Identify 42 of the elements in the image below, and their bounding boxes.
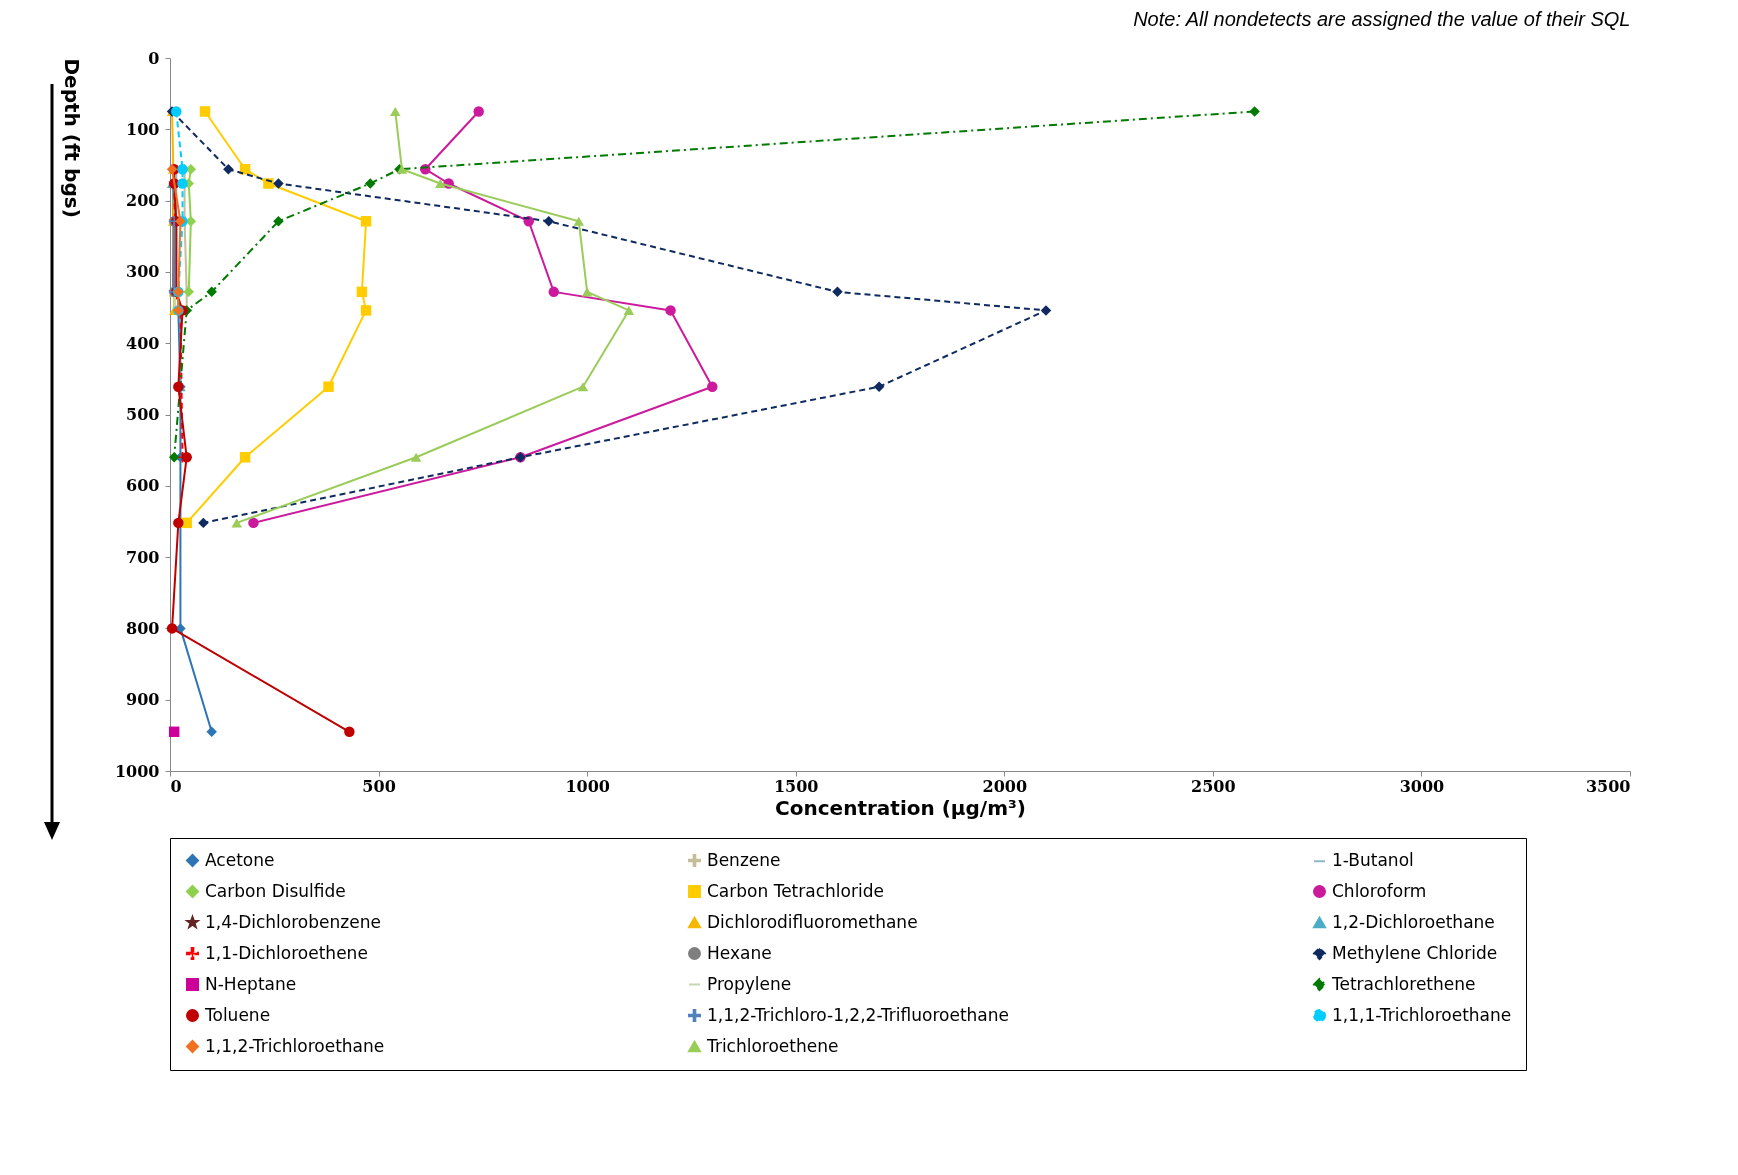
y-tick-label: 100 [126,119,160,139]
y-tick-label: 1000 [114,761,160,781]
x-axis-title: Concentration (µg/m³) [775,795,1026,820]
legend-label: 1-Butanol [1332,850,1414,871]
legend-label: Acetone [205,849,275,870]
x-tick-label: 3000 [1399,776,1445,796]
y-tick-label: 700 [126,547,160,567]
y-axis-title: Depth (ft bgs) [59,58,84,218]
legend-label: Tetrachlorethene [1331,973,1476,994]
y-tick-label: 200 [126,191,160,211]
y-tick-label: 900 [126,690,160,710]
x-tick-label: 0 [170,776,182,796]
legend-label: 1,4-Dichlorobenzene [205,911,381,932]
legend-label: 1,2-Dichloroethane [1332,911,1495,932]
x-tick-label: 3500 [1585,776,1631,796]
legend-label: Dichlorodifluoromethane [707,911,918,932]
x-tick-label: 2000 [982,776,1028,796]
text: Note: All nondetects are assigned the value of their SQL [1133,8,1631,30]
x-tick-label: 500 [362,776,396,796]
y-tick-label: 800 [126,618,160,638]
legend-label: Carbon Disulfide [205,880,346,901]
legend-label: Methylene Chloride [1332,942,1498,963]
legend-label: Hexane [707,942,772,963]
legend-label: 1,1,2-Trichloroethane [205,1035,385,1056]
x-tick-label: 1500 [773,776,819,796]
legend-label: 1,1-Dichloroethene [205,942,368,963]
y-tick-label: 600 [126,476,160,496]
x-tick-label: 1000 [565,776,610,796]
legend-label: Chloroform [1332,880,1427,901]
y-tick-label: 0 [148,48,160,68]
y-tick-label: 400 [126,333,160,353]
legend-label: Benzene [707,849,781,870]
legend-label: 1,1,1-Trichloroethane [1332,1004,1512,1025]
legend-label: N-Heptane [205,973,297,994]
legend-label: Trichloroethene [706,1035,839,1056]
y-tick-label: 300 [126,262,160,282]
y-tick-label: 500 [126,405,160,424]
x-tick-label: 2500 [1191,776,1236,796]
legend-label: 1,1,2-Trichloro-1,2,2-Trifluoroethane [707,1004,1010,1025]
legend-label: Toluene [204,1004,271,1025]
legend-label: Carbon Tetrachloride [707,880,884,901]
legend-label: Propylene [707,973,792,994]
